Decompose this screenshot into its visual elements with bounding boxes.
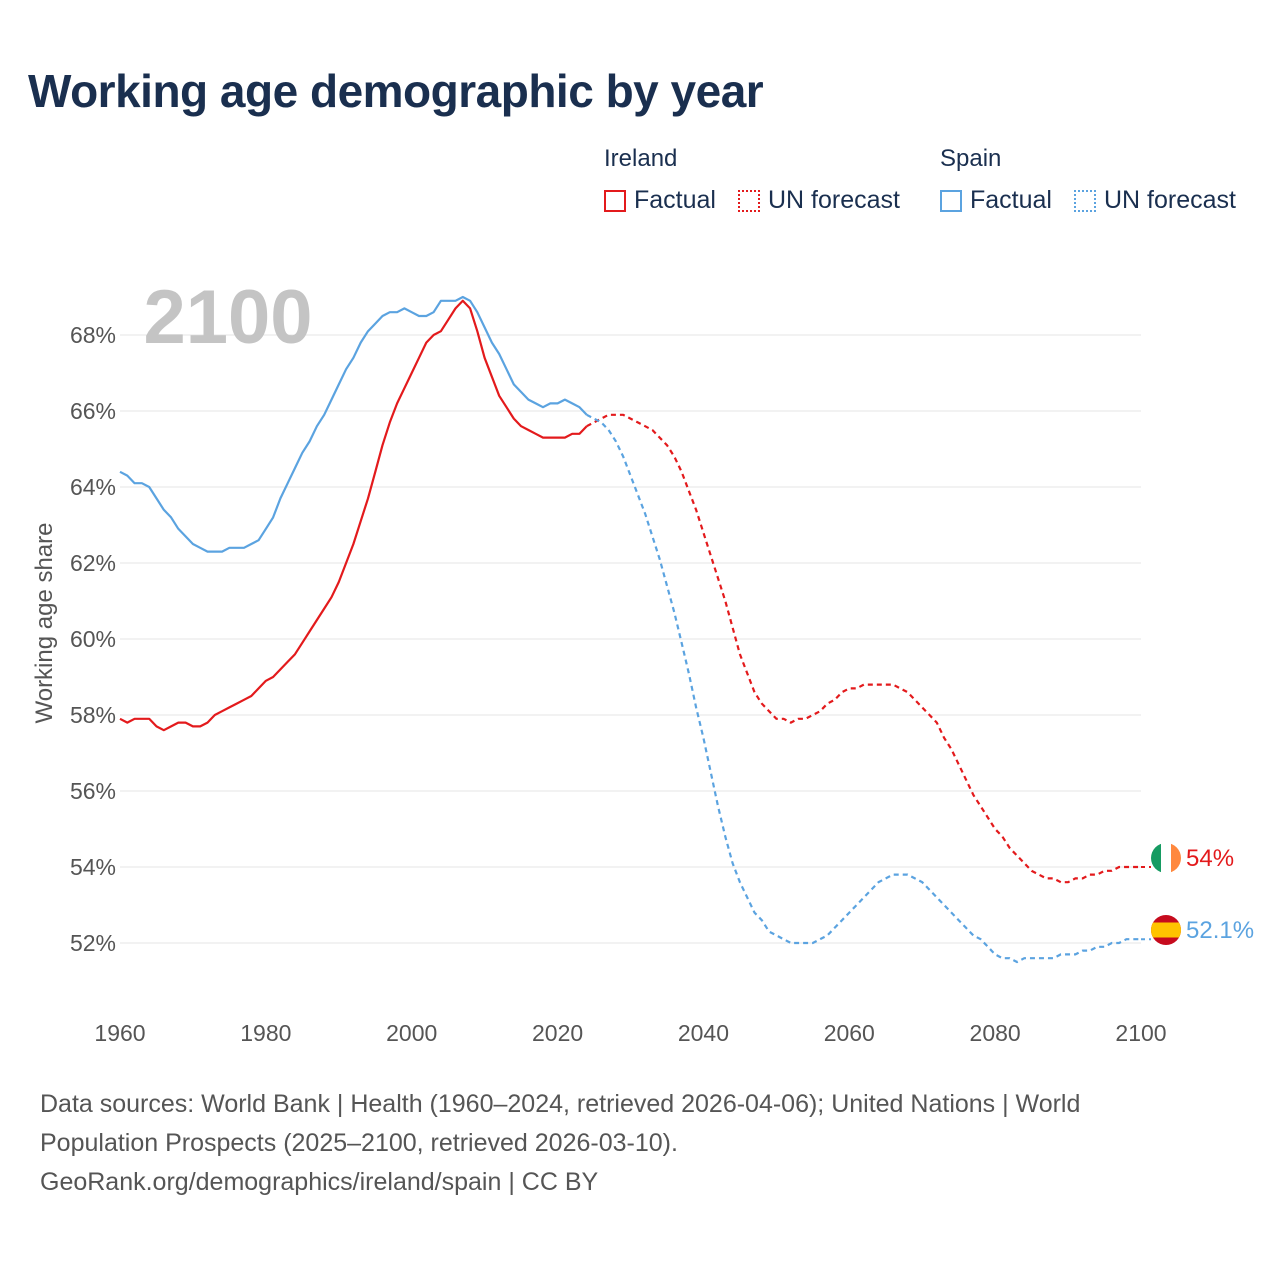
spain-end-label: 52.1% [1186,917,1254,944]
y-tick-label: 54% [70,854,116,880]
footer: Data sources: World Bank | Health (1960–… [40,1085,1240,1202]
legend-spain-forecast[interactable]: UN forecast [1074,186,1236,215]
legend-group-ireland: Ireland [604,145,678,172]
ireland-factual-line [119,299,588,732]
y-tick-label: 58% [70,702,116,728]
y-tick-label: 66% [70,398,116,424]
line-chart: 2100 52% 54% 56% 58% 60% 62% 64% 66% 68% 1960 198… [31,275,1254,1046]
legend-dotted-swatch-icon [1074,189,1096,212]
legend-solid-swatch-icon [604,189,626,212]
x-tick-label: 1980 [240,1020,291,1046]
y-tick-label: 60% [70,626,116,652]
footer-sources-line-2: Population Prospects (2025–2100, retriev… [40,1129,678,1157]
footer-sources-line-1: Data sources: World Bank | Health (1960–… [40,1090,1081,1118]
y-axis: 52% 54% 56% 58% 60% 62% 64% 66% 68% [70,322,116,956]
x-axis: 1960 1980 2000 2020 2040 2060 2080 2100 [94,1020,1166,1046]
ireland-end-label: 54% [1186,845,1234,872]
legend-solid-swatch-icon [940,189,962,212]
x-tick-label: 2100 [1115,1020,1166,1046]
footer-credit-link[interactable]: GeoRank.org/demographics/ireland/spain |… [40,1168,599,1196]
y-tick-label: 64% [70,474,116,500]
spain-factual-line [119,295,588,553]
y-tick-label: 56% [70,778,116,804]
y-tick-label: 68% [70,322,116,348]
ireland-forecast-line [586,413,1141,884]
y-tick-label: 52% [70,930,116,956]
chart-title: Working age demographic by year [28,65,764,117]
x-tick-label: 2000 [386,1020,437,1046]
x-tick-label: 2020 [532,1020,583,1046]
x-tick-label: 2040 [678,1020,729,1046]
x-tick-label: 2060 [824,1020,875,1046]
x-tick-label: 2080 [970,1020,1021,1046]
legend-group-spain: Spain [940,145,1002,172]
legend-label: Factual [970,186,1052,214]
spain-flag-icon [1151,915,1181,945]
x-tick-label: 1960 [94,1020,145,1046]
year-overlay: 2100 [143,275,312,360]
y-tick-label: 62% [70,550,116,576]
legend-ireland-forecast[interactable]: UN forecast [738,186,900,215]
legend-ireland-factual[interactable]: Factual [604,186,716,215]
legend-label: UN forecast [1104,186,1236,214]
legend-spain-factual[interactable]: Factual [940,186,1052,215]
y-axis-label: Working age share [31,523,58,724]
legend-label: Factual [634,186,716,214]
ireland-flag-icon [1151,843,1181,873]
legend-label: UN forecast [768,186,900,214]
spain-forecast-line [586,413,1141,964]
grid-lines [120,334,1141,944]
legend-dotted-swatch-icon [738,189,760,212]
